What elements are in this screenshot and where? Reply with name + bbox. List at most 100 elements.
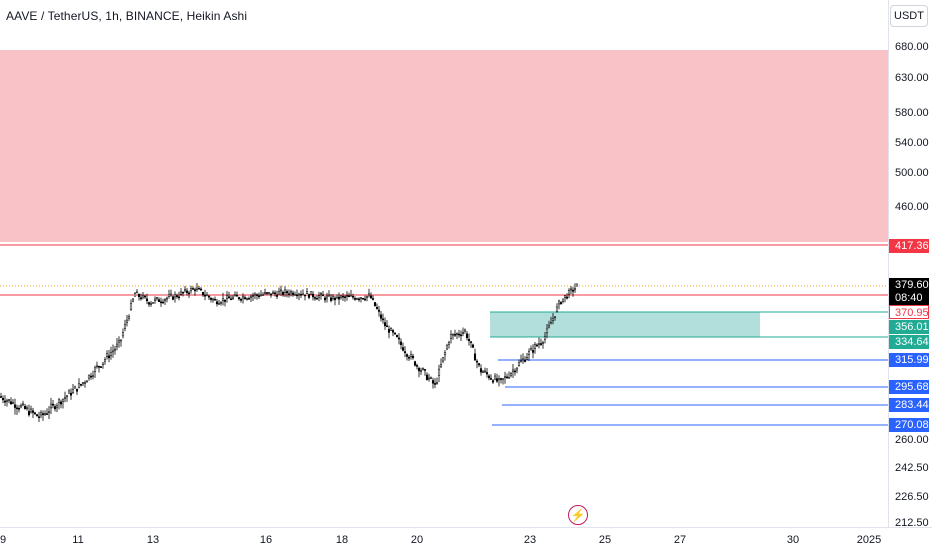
candle-body: [5, 400, 9, 402]
candle-body: [223, 299, 227, 302]
candle-body: [51, 403, 55, 406]
price-tick: 540.00: [895, 137, 929, 149]
candle-body: [553, 316, 557, 318]
candle-body: [41, 413, 45, 416]
candle-body: [203, 294, 207, 297]
candle-body: [93, 367, 97, 373]
candle-body: [49, 403, 53, 409]
candle-body: [321, 294, 325, 297]
candle-body: [465, 333, 469, 339]
candlestick-series[interactable]: [0, 283, 579, 423]
price-tag-356[interactable]: 356.01: [889, 320, 929, 334]
candle-body: [435, 382, 439, 384]
candle-body: [401, 347, 405, 351]
candle-body: [239, 299, 243, 301]
candle-body: [521, 358, 525, 361]
currency-unit-button[interactable]: USDT: [890, 5, 928, 27]
lightning-icon[interactable]: ⚡: [568, 505, 588, 525]
candle-body: [245, 298, 249, 300]
chart-plot-area[interactable]: AAVE / TetherUS, 1h, BINANCE, Heikin Ash…: [0, 0, 888, 527]
candle-body: [525, 357, 529, 360]
candle-body: [7, 399, 11, 401]
candle-body: [1, 398, 5, 401]
candle-body: [557, 300, 561, 305]
candle-body: [567, 289, 571, 295]
candle-body: [227, 296, 231, 299]
price-tag-370[interactable]: 370.95: [889, 305, 929, 319]
candle-body: [129, 303, 133, 311]
supply-zone[interactable]: [0, 50, 888, 242]
candle-body: [497, 378, 501, 381]
chart-canvas[interactable]: [0, 0, 888, 527]
candle-body: [299, 294, 303, 296]
time-tick: 2025: [856, 534, 882, 546]
candle-body: [411, 355, 415, 359]
price-tag-270[interactable]: 270.08: [889, 418, 929, 432]
candle-body: [311, 293, 315, 298]
candle-body: [513, 370, 517, 373]
candle-body: [481, 371, 485, 374]
candle-body: [397, 337, 401, 340]
candle-body: [559, 302, 563, 305]
candle-body: [159, 301, 163, 304]
candle-body: [545, 328, 549, 334]
candle-body: [97, 365, 101, 368]
candle-body: [83, 382, 87, 384]
demand-zone[interactable]: [490, 312, 760, 337]
candle-body: [273, 292, 277, 295]
candle-body: [179, 291, 183, 295]
candle-body: [199, 288, 203, 291]
price-tag-295[interactable]: 295.68: [889, 380, 929, 394]
candle-body: [317, 295, 321, 298]
candle-body: [205, 294, 209, 297]
candle-body: [519, 360, 523, 363]
price-tick: 242.50: [895, 462, 929, 474]
price-tag-417[interactable]: 417.36: [889, 239, 929, 253]
candle-body: [153, 298, 157, 301]
candle-body: [109, 352, 113, 356]
candle-body: [329, 297, 333, 301]
candle-body: [573, 288, 577, 291]
price-tag-334[interactable]: 334.64: [889, 335, 929, 349]
candle-body: [543, 336, 547, 340]
candle-body: [447, 342, 451, 345]
candle-body: [139, 297, 143, 300]
candle-body: [283, 289, 287, 293]
candle-body: [19, 405, 23, 408]
candle-body: [325, 295, 329, 299]
candle-body: [541, 342, 545, 344]
candle-body: [249, 295, 253, 298]
candle-body: [39, 412, 43, 416]
candle-body: [87, 374, 91, 379]
candle-body: [467, 339, 471, 341]
candle-body: [101, 362, 105, 365]
candle-body: [341, 295, 345, 298]
candle-body: [505, 376, 509, 379]
price-tick: 630.00: [895, 72, 929, 84]
time-axis[interactable]: 9 11 13 16 18 20 23 25 27 30 2025: [0, 527, 932, 550]
candle-body: [77, 383, 81, 388]
candle-body: [479, 368, 483, 373]
candle-body: [43, 413, 47, 415]
candle-body: [419, 370, 423, 372]
symbol-legend[interactable]: AAVE / TetherUS, 1h, BINANCE, Heikin Ash…: [6, 9, 248, 23]
candle-body: [309, 291, 313, 295]
current-price-tag[interactable]: 379.60 08:40: [889, 278, 929, 306]
candle-body: [181, 291, 185, 294]
candle-body: [307, 294, 311, 298]
candle-body: [377, 309, 381, 312]
price-axis[interactable]: [888, 0, 932, 527]
candle-body: [183, 289, 187, 292]
candle-body: [121, 332, 125, 337]
candle-body: [539, 343, 543, 345]
price-tag-315[interactable]: 315.99: [889, 353, 929, 367]
price-tag-283[interactable]: 283.44: [889, 398, 929, 412]
candle-body: [437, 368, 441, 376]
candle-body: [507, 376, 511, 379]
candle-body: [221, 298, 225, 301]
candle-body: [125, 319, 129, 323]
candle-body: [367, 293, 371, 296]
candle-body: [555, 306, 559, 312]
candle-body: [215, 301, 219, 305]
candle-body: [115, 343, 119, 347]
